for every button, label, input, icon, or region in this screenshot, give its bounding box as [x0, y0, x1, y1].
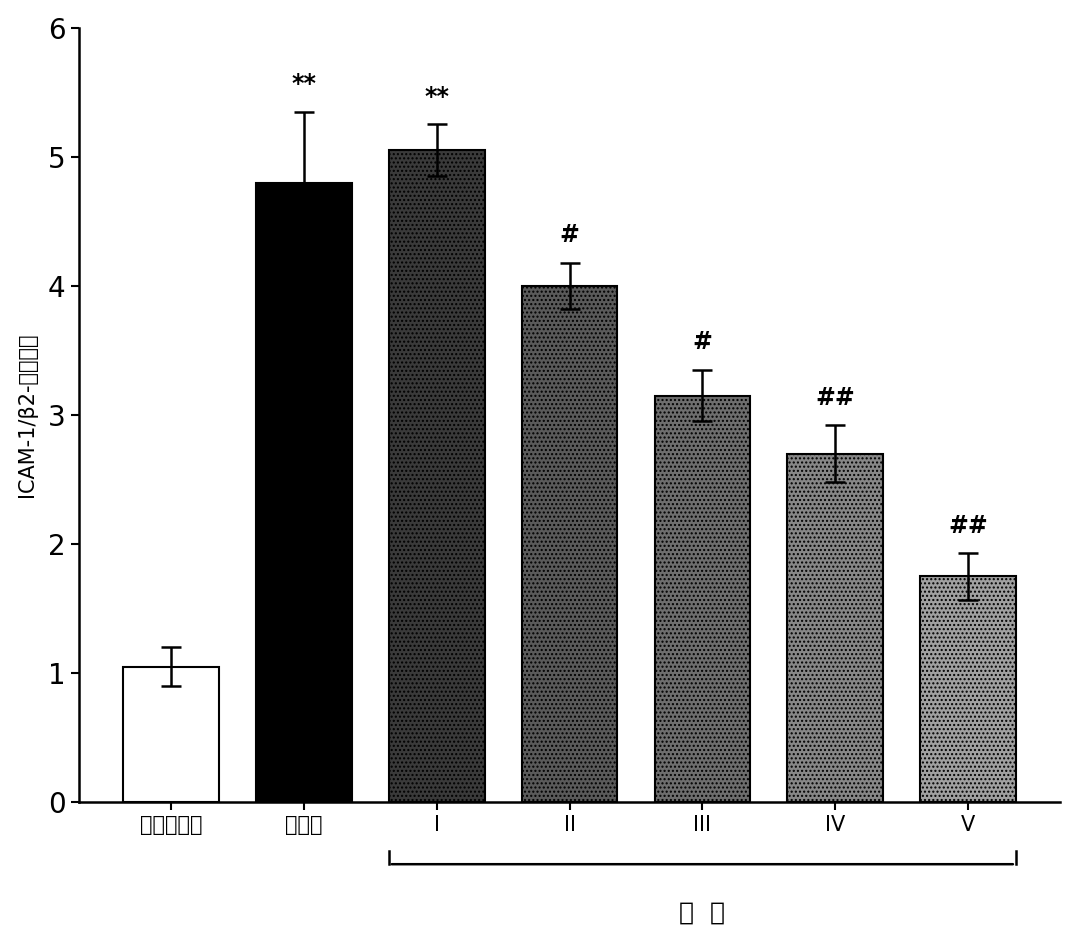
Bar — [256, 182, 352, 802]
Bar — [389, 150, 485, 802]
Text: 组  方: 组 方 — [680, 900, 725, 925]
Bar — [124, 667, 219, 802]
Text: ##: ## — [948, 514, 988, 538]
Text: ##: ## — [815, 386, 855, 410]
Y-axis label: ICAM-1/β2-微球蛋白: ICAM-1/β2-微球蛋白 — [16, 333, 37, 497]
Bar — [655, 396, 750, 802]
Bar — [521, 286, 617, 802]
Text: **: ** — [292, 72, 317, 96]
Text: #: # — [693, 331, 712, 354]
Text: **: ** — [424, 85, 449, 109]
Bar — [787, 454, 883, 802]
Text: #: # — [560, 223, 579, 248]
Bar — [920, 576, 1016, 802]
